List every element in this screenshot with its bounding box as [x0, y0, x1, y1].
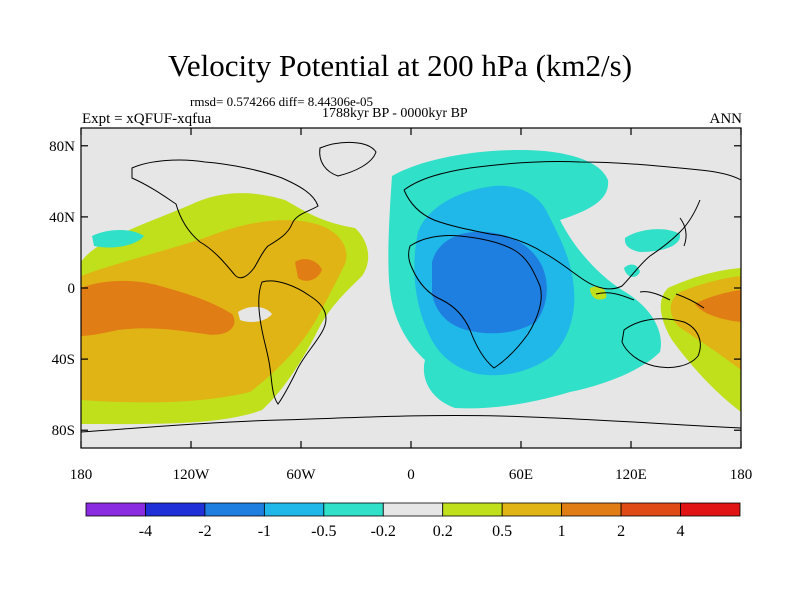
contour-fill-positive-1b	[295, 259, 322, 281]
colorbar-swatch	[561, 502, 622, 517]
x-tick-label: 60E	[509, 467, 533, 483]
y-tick-label: 80N	[49, 139, 75, 155]
stats-line: rmsd= 0.574266 diff= 8.44306e-05	[190, 94, 374, 109]
y-tick-label: 40N	[49, 210, 75, 226]
colorbar: -4 -2 -1 -0.5 -0.2 0.2 0.5 1 2 4	[85, 502, 741, 540]
colorbar-swatch	[680, 502, 741, 517]
x-tick-label: 0	[407, 467, 415, 483]
colorbar-label: -1	[258, 523, 271, 540]
coastline-europe-asia	[403, 160, 741, 290]
contour-fill-negative-0.2-small-b	[624, 264, 640, 277]
season-label: ANN	[709, 111, 743, 127]
colorbar-swatch	[263, 502, 325, 517]
x-tick-label: 120E	[615, 467, 647, 483]
colorbar-swatch	[323, 502, 384, 517]
contour-fields	[81, 128, 741, 448]
contour-fill-negative-1	[432, 231, 547, 334]
x-axis-ticks: 180 120W 60W 0 60E 120E 180	[70, 128, 753, 483]
coastlines	[81, 142, 741, 433]
coastline-north-america	[131, 159, 319, 279]
x-tick-label: 120W	[173, 467, 211, 483]
colorbar-swatch	[145, 502, 206, 517]
colorbar-swatch	[620, 502, 681, 517]
contour-fill-neutral-pocket	[238, 306, 272, 322]
contour-fill-positive-1-west-pacific	[695, 290, 741, 322]
colorbar-label: -0.5	[311, 523, 336, 540]
colorbar-label: 1	[558, 523, 566, 540]
colorbar-swatch	[85, 502, 146, 517]
colorbar-swatch	[204, 502, 265, 517]
contour-fill-negative-0.2-east-asia	[624, 229, 681, 252]
colorbar-label: 0.2	[433, 523, 453, 540]
x-tick-label: 60W	[286, 467, 316, 483]
x-tick-label: 180	[730, 467, 753, 483]
y-tick-label: 80S	[52, 423, 75, 439]
coastline-indonesia	[595, 291, 705, 309]
colorbar-swatch	[382, 502, 444, 517]
coastline-japan	[679, 217, 687, 247]
colorbar-label: -2	[198, 523, 211, 540]
plot-title: Velocity Potential at 200 hPa (km2/s)	[167, 48, 633, 83]
colorbar-label: -4	[139, 523, 152, 540]
x-tick-label: 180	[70, 467, 93, 483]
coastline-africa	[408, 235, 542, 369]
period-line: 1788kyr BP - 0000kyr BP	[322, 106, 468, 121]
colorbar-label: -0.2	[371, 523, 396, 540]
y-tick-label: 0	[68, 281, 76, 297]
colorbar-swatch	[501, 502, 563, 517]
contour-fill-positive-1	[81, 280, 235, 336]
colorbar-label: 4	[677, 523, 685, 540]
colorbar-label: 2	[617, 523, 625, 540]
coastline-antarctica	[81, 414, 741, 433]
coastline-australia	[621, 318, 701, 369]
coastline-greenland	[319, 142, 377, 177]
y-tick-label: 40S	[52, 352, 75, 368]
contour-fill-negative-0.2-small	[92, 230, 144, 248]
y-axis-ticks: 80N 40N 0 40S 80S	[49, 139, 741, 439]
colorbar-label: 0.5	[492, 523, 512, 540]
coastline-south-america	[258, 280, 327, 405]
experiment-label: Expt = xQFUF-xqfua	[82, 111, 212, 127]
colorbar-swatch	[442, 502, 503, 517]
